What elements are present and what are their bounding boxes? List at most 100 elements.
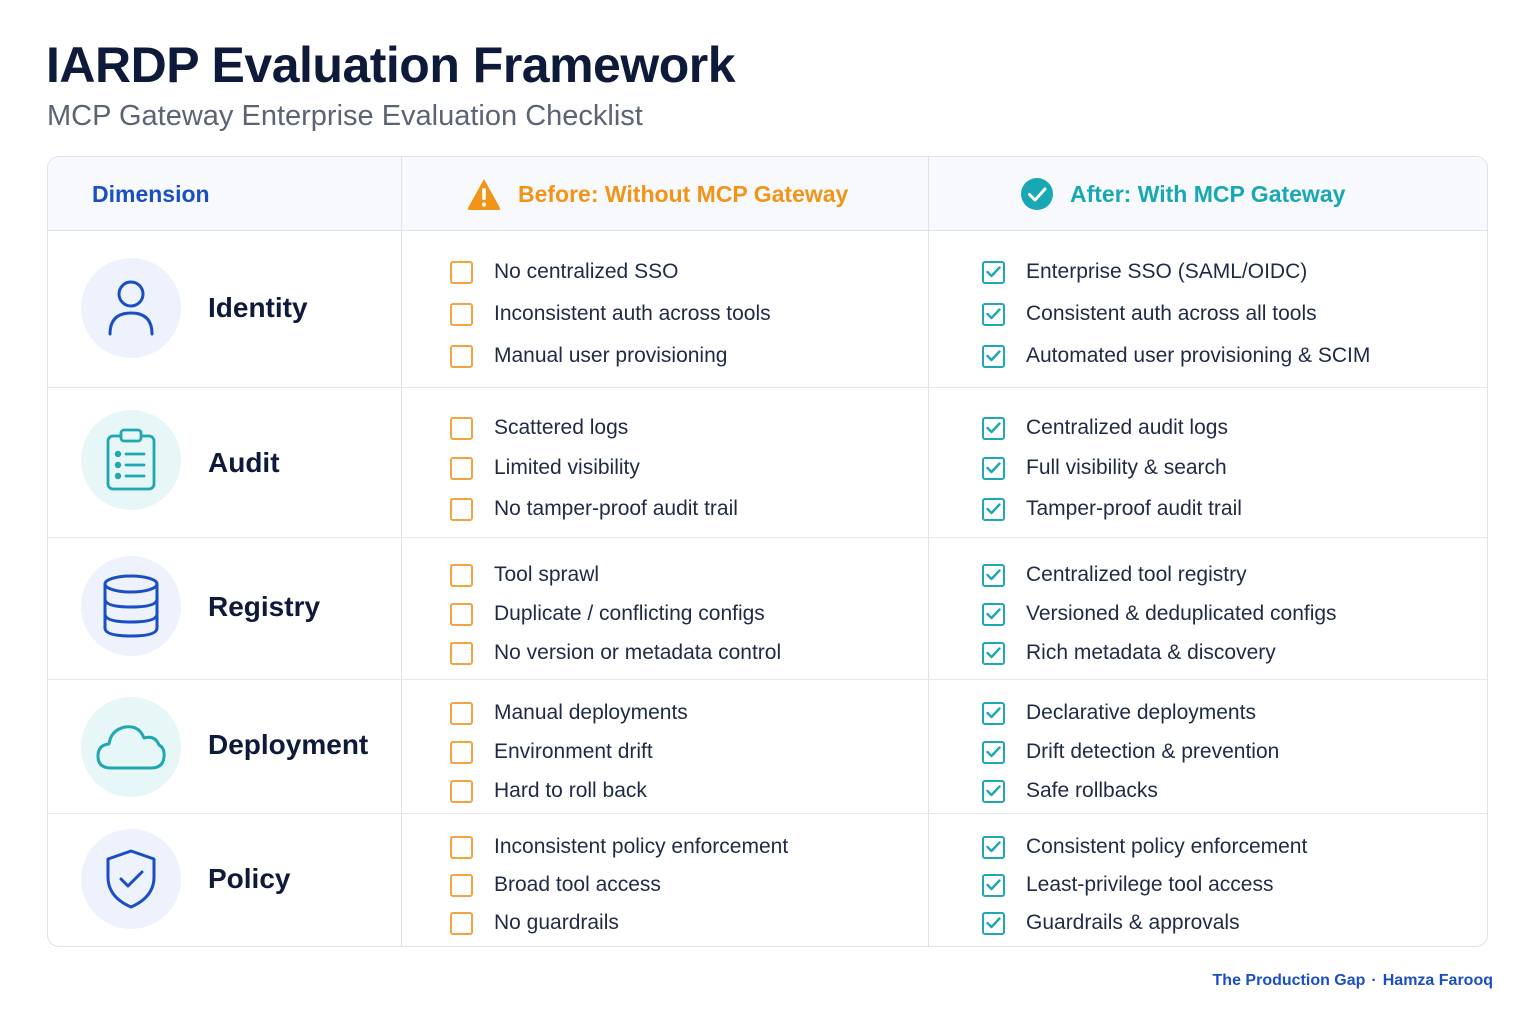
checkmark-icon xyxy=(986,569,1001,581)
header-dimension: Dimension xyxy=(92,157,210,231)
before-item: No tamper-proof audit trail xyxy=(450,497,738,521)
header-after-label: After: With MCP Gateway xyxy=(1070,180,1346,207)
checkbox-empty[interactable] xyxy=(450,779,473,803)
checkbox-empty[interactable] xyxy=(450,641,473,665)
checkbox-empty[interactable] xyxy=(450,260,473,284)
checkbox-empty[interactable] xyxy=(450,873,473,897)
checkbox-empty[interactable] xyxy=(450,302,473,326)
before-item: Manual deployments xyxy=(450,701,688,725)
before-item-text: Tool sprawl xyxy=(494,563,600,586)
before-item: Tool sprawl xyxy=(450,563,599,587)
before-item-text: Inconsistent auth across tools xyxy=(494,302,771,325)
footer-credit: The Production Gap · Hamza Farooq xyxy=(1213,972,1493,990)
checkbox-checked[interactable] xyxy=(982,873,1005,897)
table-row-registry: Registry Tool sprawl Duplicate / conflic… xyxy=(48,538,1487,679)
after-item: Least-privilege tool access xyxy=(982,873,1273,897)
table-row-policy: Policy Inconsistent policy enforcement B… xyxy=(48,814,1487,946)
header-after: After: With MCP Gateway xyxy=(1020,157,1345,231)
before-item-text: No guardrails xyxy=(494,911,619,934)
checkbox-empty[interactable] xyxy=(450,602,473,626)
after-item: Drift detection & prevention xyxy=(982,740,1279,764)
checkmark-icon xyxy=(986,422,1001,434)
after-item-text: Enterprise SSO (SAML/OIDC) xyxy=(1026,260,1308,283)
after-item: Versioned & deduplicated configs xyxy=(982,602,1337,626)
checkbox-checked[interactable] xyxy=(982,701,1005,725)
checkbox-checked[interactable] xyxy=(982,641,1005,665)
before-item-text: Broad tool access xyxy=(494,873,661,896)
table-row-identity: Identity No centralized SSO Inconsistent… xyxy=(48,231,1487,387)
checkmark-icon xyxy=(986,308,1001,320)
after-item-text: Least-privilege tool access xyxy=(1026,873,1274,896)
checkbox-checked[interactable] xyxy=(982,835,1005,859)
dimension-label: Audit xyxy=(208,447,280,478)
after-item-text: Centralized audit logs xyxy=(1026,416,1228,439)
checkmark-icon xyxy=(986,917,1001,929)
before-item: No guardrails xyxy=(450,911,619,935)
footer-publication: The Production Gap xyxy=(1212,972,1366,989)
page-subtitle: MCP Gateway Enterprise Evaluation Checkl… xyxy=(47,100,643,132)
dimension-label: Deployment xyxy=(208,729,369,760)
before-item: Manual user provisioning xyxy=(450,344,727,368)
before-item: Inconsistent policy enforcement xyxy=(450,835,788,859)
after-item: Guardrails & approvals xyxy=(982,911,1240,935)
before-item-text: No centralized SSO xyxy=(494,260,679,283)
checkbox-empty[interactable] xyxy=(450,701,473,725)
warning-icon xyxy=(467,179,501,210)
before-item-text: No version or metadata control xyxy=(494,641,782,664)
shield-check-icon xyxy=(81,829,181,929)
checkbox-empty[interactable] xyxy=(450,416,473,440)
checkbox-empty[interactable] xyxy=(450,835,473,859)
checkbox-checked[interactable] xyxy=(982,602,1005,626)
before-item-text: Limited visibility xyxy=(494,456,640,479)
checkbox-empty[interactable] xyxy=(450,740,473,764)
checkbox-checked[interactable] xyxy=(982,344,1005,368)
checkbox-checked[interactable] xyxy=(982,911,1005,935)
before-item: Broad tool access xyxy=(450,873,661,897)
before-item: Limited visibility xyxy=(450,456,640,480)
dimension-label: Policy xyxy=(208,863,291,894)
after-item: Declarative deployments xyxy=(982,701,1256,725)
after-item-text: Versioned & deduplicated configs xyxy=(1026,602,1337,625)
before-item-text: Environment drift xyxy=(494,740,653,763)
checkbox-empty[interactable] xyxy=(450,911,473,935)
after-item-text: Declarative deployments xyxy=(1026,701,1256,724)
checkbox-empty[interactable] xyxy=(450,344,473,368)
row-divider xyxy=(48,679,1487,680)
checkbox-checked[interactable] xyxy=(982,779,1005,803)
before-item-text: Duplicate / conflicting configs xyxy=(494,602,765,625)
checkmark-icon xyxy=(986,841,1001,853)
checkbox-checked[interactable] xyxy=(982,260,1005,284)
after-item: Centralized tool registry xyxy=(982,563,1247,587)
checkmark-icon xyxy=(986,647,1001,659)
database-icon xyxy=(81,556,181,656)
clipboard-icon xyxy=(81,410,181,510)
checkmark-icon xyxy=(986,785,1001,797)
before-item: Duplicate / conflicting configs xyxy=(450,602,765,626)
row-divider xyxy=(48,537,1487,538)
checkmark-icon xyxy=(986,608,1001,620)
checkbox-empty[interactable] xyxy=(450,456,473,480)
cloud-icon xyxy=(81,697,181,797)
checkbox-empty[interactable] xyxy=(450,563,473,587)
after-item-text: Consistent auth across all tools xyxy=(1026,302,1317,325)
after-item: Automated user provisioning & SCIM xyxy=(982,344,1370,368)
before-item-text: Hard to roll back xyxy=(494,779,647,802)
checkbox-checked[interactable] xyxy=(982,456,1005,480)
checkmark-icon xyxy=(986,746,1001,758)
checkbox-empty[interactable] xyxy=(450,497,473,521)
before-item: No version or metadata control xyxy=(450,641,781,665)
after-item: Tamper-proof audit trail xyxy=(982,497,1242,521)
checkbox-checked[interactable] xyxy=(982,497,1005,521)
column-divider xyxy=(401,157,402,946)
checkbox-checked[interactable] xyxy=(982,740,1005,764)
after-item: Consistent auth across all tools xyxy=(982,302,1317,326)
before-item-text: No tamper-proof audit trail xyxy=(494,497,738,520)
checkbox-checked[interactable] xyxy=(982,416,1005,440)
after-item-text: Tamper-proof audit trail xyxy=(1026,497,1242,520)
header-before: Before: Without MCP Gateway xyxy=(466,157,848,231)
before-item: No centralized SSO xyxy=(450,260,678,284)
checkbox-checked[interactable] xyxy=(982,302,1005,326)
table-row-deployment: Deployment Manual deployments Environmen… xyxy=(48,680,1487,813)
checkbox-checked[interactable] xyxy=(982,563,1005,587)
after-item: Centralized audit logs xyxy=(982,416,1228,440)
